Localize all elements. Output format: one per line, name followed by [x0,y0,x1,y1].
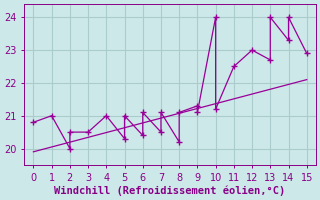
X-axis label: Windchill (Refroidissement éolien,°C): Windchill (Refroidissement éolien,°C) [54,185,286,196]
